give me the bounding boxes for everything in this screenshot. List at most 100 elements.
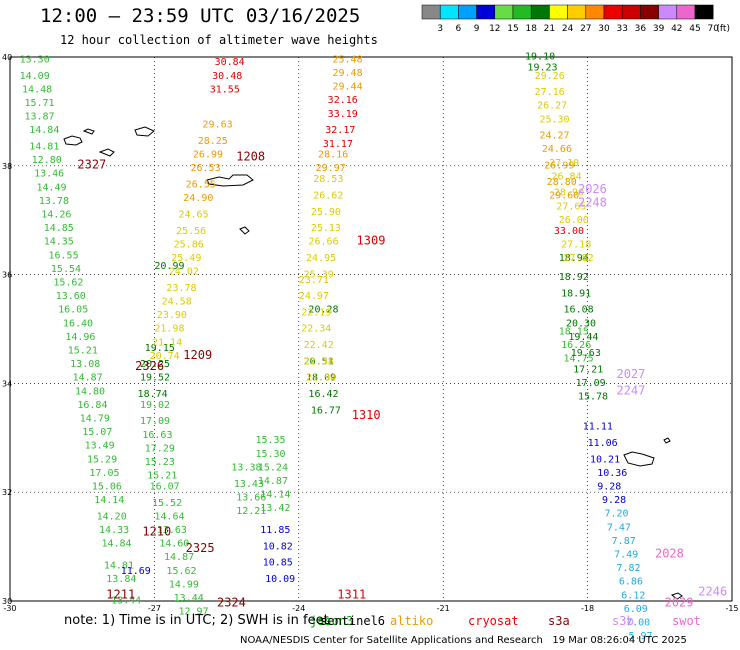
wave-height-label: 11.06 <box>588 438 618 449</box>
island-outline <box>134 126 155 137</box>
island-outline <box>663 437 671 444</box>
wave-height-label: 15.78 <box>578 392 608 403</box>
colorbar-swatch <box>640 4 659 20</box>
colorbar-label: 9 <box>474 24 480 34</box>
wave-height-label: 11.85 <box>260 525 290 536</box>
colorbar-swatch <box>530 4 550 20</box>
wave-height-label: 29.63 <box>203 120 233 131</box>
pass-label: 1311 <box>337 587 366 601</box>
pass-label: 1211 <box>106 587 135 601</box>
wave-height-label: 21.94 <box>306 373 336 384</box>
satellite-s3b: s3b <box>612 614 634 628</box>
wave-height-label: 27.82 <box>564 253 594 264</box>
colorbar-label: 12 <box>489 24 500 34</box>
wave-height-label: 26.27 <box>537 101 567 112</box>
wave-height-label: 14.64 <box>154 511 184 522</box>
wave-height-label: 26.62 <box>313 190 343 201</box>
plot-border <box>9 56 733 602</box>
colorbar-swatch <box>694 4 714 20</box>
wave-height-label: 17.09 <box>140 416 170 427</box>
wave-height-label: 28.80 <box>547 177 577 188</box>
wave-height-label: 12.21 <box>236 506 266 517</box>
wave-height-label: 13.43 <box>234 479 264 490</box>
wave-height-label: 7.82 <box>616 563 640 574</box>
x-tick-label: -18 <box>581 604 594 613</box>
wave-height-label: 13.63 <box>157 525 187 536</box>
y-tick-label: 38 <box>2 162 12 171</box>
wave-height-label: 25.86 <box>174 239 204 250</box>
wave-height-label: 16.26 <box>561 340 591 351</box>
wave-height-label: 10.21 <box>590 454 620 465</box>
colorbar-label: 36 <box>635 24 647 34</box>
pass-label: 2325 <box>186 541 215 555</box>
wave-height-label: 13.66 <box>236 492 266 503</box>
island-outline <box>82 128 95 135</box>
pass-label: 2027 <box>616 367 645 381</box>
wave-height-label: 18.94 <box>559 253 589 264</box>
wave-height-label: 19.44 <box>568 332 598 343</box>
wave-height-label: 17.21 <box>573 365 603 376</box>
wave-height-label: 14.87 <box>164 552 194 563</box>
color-legend: 3 6 9 12 15 18 21 24 27 30 33 36 39 42 45 70(ft) <box>421 4 730 34</box>
wave-height-label: 15.62 <box>166 566 196 577</box>
colorbar-label: 42 <box>671 24 682 34</box>
wave-height-label: 15.62 <box>53 277 83 288</box>
wave-height-label: 7.49 <box>614 549 638 560</box>
wave-height-label: 14.87 <box>258 476 288 487</box>
wave-height-label: 15.29 <box>87 454 117 465</box>
pass-label: 1210 <box>142 525 171 539</box>
colorbar-label: 24 <box>562 24 574 34</box>
colorbar-label: 27 <box>580 24 591 34</box>
wave-height-label: 6.09 <box>624 604 648 615</box>
wave-height-label: 7.87 <box>612 536 636 547</box>
wave-height-label: 13.60 <box>56 291 86 302</box>
wave-height-label: 15.23 <box>145 457 175 468</box>
wave-height-label: 30.84 <box>215 57 245 68</box>
wave-height-label: 14.75 <box>564 354 594 365</box>
satellite-cryosat: cryosat <box>468 614 519 628</box>
wave-height-label: 13.84 <box>106 574 136 585</box>
wave-height-label: 24.97 <box>299 291 329 302</box>
wave-height-label: 18.74 <box>138 389 168 400</box>
wave-height-label: 32.16 <box>328 95 358 106</box>
wave-height-label: 5.97 <box>629 631 653 642</box>
wave-height-label: 26.99 <box>193 150 223 161</box>
wave-height-label: 19.52 <box>140 373 170 384</box>
wave-height-label: 30.48 <box>212 71 242 82</box>
wave-height-label: 15.52 <box>152 498 182 509</box>
wave-height-label: 16.42 <box>308 389 338 400</box>
wave-height-label: 31.17 <box>323 139 353 150</box>
wave-height-label: 14.26 <box>41 209 71 220</box>
wave-height-label: 33.00 <box>554 226 584 237</box>
pass-label: 2326 <box>135 359 164 373</box>
colorbar-unit: (ft) <box>716 24 730 34</box>
wave-height-label: 33.19 <box>328 109 358 120</box>
wave-height-label: 25.30 <box>539 114 569 125</box>
pass-label: 2247 <box>616 383 645 397</box>
wave-height-label: 25.48 <box>332 54 362 65</box>
colorbar-label: 45 <box>689 24 700 34</box>
wave-height-label: 15.21 <box>147 471 177 482</box>
wave-height-label: 15.21 <box>68 345 98 356</box>
wave-height-label: 14.84 <box>29 125 59 136</box>
wave-height-label: 24.95 <box>306 253 336 264</box>
wave-height-label: 14.48 <box>22 84 52 95</box>
wave-height-label: 13.87 <box>24 112 54 123</box>
wave-height-label: 10.82 <box>263 541 293 552</box>
x-tick-label: -15 <box>725 604 738 613</box>
x-tick-label: -21 <box>437 604 450 613</box>
wave-height-label: 12.97 <box>178 607 208 618</box>
axis-ticks: -30 -27 -24 -21 -18 -15 30 32 34 36 38 40 <box>2 53 739 613</box>
wave-height-label: 28.25 <box>198 136 228 147</box>
wave-height-label: 14.35 <box>44 237 74 248</box>
wave-height-label: 25.56 <box>176 226 206 237</box>
wave-height-label: 7.20 <box>604 509 628 520</box>
wave-height-label: 19.15 <box>145 343 175 354</box>
pass-label: 1309 <box>357 234 386 248</box>
wave-height-label: 16.55 <box>49 250 79 261</box>
wave-height-label: 25.90 <box>311 207 341 218</box>
wave-height-label: 26.00 <box>559 215 589 226</box>
wave-height-label: 10.85 <box>263 558 293 569</box>
wave-height-label: 14.09 <box>20 71 50 82</box>
colorbar-swatch <box>439 4 459 20</box>
